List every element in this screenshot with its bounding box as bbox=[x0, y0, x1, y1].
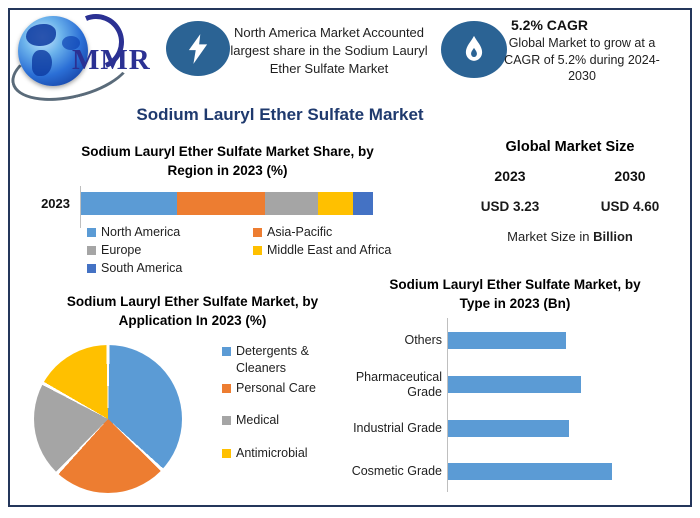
region-bar-segment bbox=[81, 192, 178, 215]
market-size-title: Global Market Size bbox=[505, 139, 635, 155]
region-chart-title-line: Sodium Lauryl Ether Sulfate Market Share… bbox=[81, 144, 374, 159]
type-bar bbox=[448, 376, 581, 393]
type-bar-label: Pharmaceutical Grade bbox=[355, 369, 442, 399]
legend-label: Europe bbox=[101, 243, 142, 257]
type-chart-axis-line bbox=[447, 318, 448, 492]
globe-continent-shape bbox=[26, 24, 56, 46]
cagr-line: CAGR of 5.2% during 2024- bbox=[504, 52, 660, 67]
cagr-line: Global Market to grow at a bbox=[508, 36, 656, 50]
legend-label: Personal Care bbox=[236, 381, 316, 395]
application-chart-title-line: Application In 2023 (%) bbox=[118, 313, 267, 328]
application-chart-title-line: Sodium Lauryl Ether Sulfate Market, by bbox=[66, 294, 319, 309]
legend-label: North America bbox=[101, 225, 181, 239]
application-pie-chart bbox=[34, 345, 182, 493]
mmr-logo: MMR bbox=[4, 5, 166, 113]
legend-item: Asia-Pacific bbox=[253, 225, 392, 239]
region-bar-segment bbox=[352, 192, 373, 215]
cagr-heading: 5.2% CAGR bbox=[511, 17, 589, 33]
legend-item: Detergents & Cleaners bbox=[222, 343, 342, 377]
legend-marker-icon bbox=[222, 416, 231, 425]
flame-glyph bbox=[465, 35, 483, 61]
region-stacked-bar bbox=[81, 192, 373, 215]
type-chart-title: Sodium Lauryl Ether Sulfate Market, by T… bbox=[360, 275, 670, 313]
highlight-line: largest share in the Sodium Lauryl bbox=[230, 43, 428, 58]
market-size-years-row: 2023 2030 bbox=[450, 168, 690, 184]
legend-marker-icon bbox=[222, 449, 231, 458]
market-size-footnote-prefix: Market Size in bbox=[507, 229, 594, 244]
cagr-line: 2030 bbox=[568, 69, 596, 83]
legend-marker-icon bbox=[222, 384, 231, 393]
legend-marker-icon bbox=[87, 263, 96, 273]
lightning-bolt-glyph bbox=[188, 33, 208, 64]
type-bar-label: Industrial Grade bbox=[353, 421, 442, 435]
region-chart-legend: North America Asia-Pacific Europe Middle Ea… bbox=[87, 225, 392, 275]
application-chart-legend: Detergents & Cleaners Personal Care Medica… bbox=[222, 343, 342, 462]
legend-label: Medical bbox=[236, 413, 280, 427]
legend-label: Asia-Pacific bbox=[267, 225, 333, 239]
legend-marker-icon bbox=[222, 347, 231, 356]
region-chart-axis-line bbox=[80, 186, 81, 228]
flame-icon bbox=[441, 21, 507, 78]
market-size-value-2030: USD 4.60 bbox=[600, 199, 660, 214]
market-size-year-2030: 2030 bbox=[614, 168, 646, 184]
legend-item: South America bbox=[87, 261, 253, 275]
region-bar-segment bbox=[317, 192, 353, 215]
region-chart-title-line: Region in 2023 (%) bbox=[167, 163, 288, 178]
type-bar-label: Others bbox=[404, 333, 442, 347]
type-chart-title-line: Sodium Lauryl Ether Sulfate Market, by bbox=[389, 277, 641, 292]
legend-item: North America bbox=[87, 225, 253, 239]
type-bar-label: Cosmetic Grade bbox=[351, 464, 442, 478]
type-chart-title-line: Type in 2023 (Bn) bbox=[459, 296, 571, 311]
highlight-statement: North America Market Accounted largest s… bbox=[228, 24, 430, 78]
legend-label: Middle East and Africa bbox=[267, 243, 392, 257]
market-size-footnote-unit: Billion bbox=[593, 229, 633, 244]
cagr-callout: 5.2% CAGR Global Market to grow at a CAG… bbox=[473, 17, 691, 85]
globe-continent-shape bbox=[62, 36, 80, 50]
page-title: Sodium Lauryl Ether Sulfate Market bbox=[136, 105, 424, 124]
application-chart-title: Sodium Lauryl Ether Sulfate Market, by A… bbox=[20, 292, 365, 330]
legend-marker-icon bbox=[87, 245, 96, 255]
type-bar bbox=[448, 420, 569, 437]
market-size-year-2023: 2023 bbox=[494, 168, 526, 184]
legend-item: Medical bbox=[222, 412, 342, 429]
logo-text: MMR bbox=[72, 44, 151, 76]
region-bar-segment bbox=[264, 192, 318, 215]
region-chart-year-label: 2023 bbox=[41, 196, 70, 211]
legend-marker-icon bbox=[253, 227, 262, 237]
type-bar bbox=[448, 332, 566, 349]
legend-item: Europe bbox=[87, 243, 253, 257]
type-bar bbox=[448, 463, 612, 480]
cagr-description: Global Market to grow at a CAGR of 5.2% … bbox=[473, 35, 691, 85]
legend-label: Detergents & Cleaners bbox=[236, 344, 309, 375]
lightning-bolt-icon bbox=[166, 21, 230, 76]
market-size-value-2023: USD 3.23 bbox=[480, 199, 540, 214]
market-size-footnote: Market Size in Billion bbox=[450, 229, 690, 244]
globe-continent-shape bbox=[32, 50, 52, 76]
legend-item: Antimicrobial bbox=[222, 445, 342, 462]
market-size-values-row: USD 3.23 USD 4.60 bbox=[450, 199, 690, 214]
globe-icon bbox=[18, 16, 88, 86]
legend-item: Middle East and Africa bbox=[253, 243, 392, 257]
legend-label: South America bbox=[101, 261, 183, 275]
legend-marker-icon bbox=[87, 227, 96, 237]
legend-marker-icon bbox=[253, 245, 262, 255]
region-bar-segment bbox=[177, 192, 265, 215]
legend-label: Antimicrobial bbox=[236, 446, 308, 460]
highlight-line: North America Market Accounted bbox=[233, 25, 425, 40]
region-chart-title: Sodium Lauryl Ether Sulfate Market Share… bbox=[20, 142, 435, 180]
legend-item: Personal Care bbox=[222, 380, 342, 397]
highlight-line: Ether Sulfate Market bbox=[269, 61, 389, 76]
